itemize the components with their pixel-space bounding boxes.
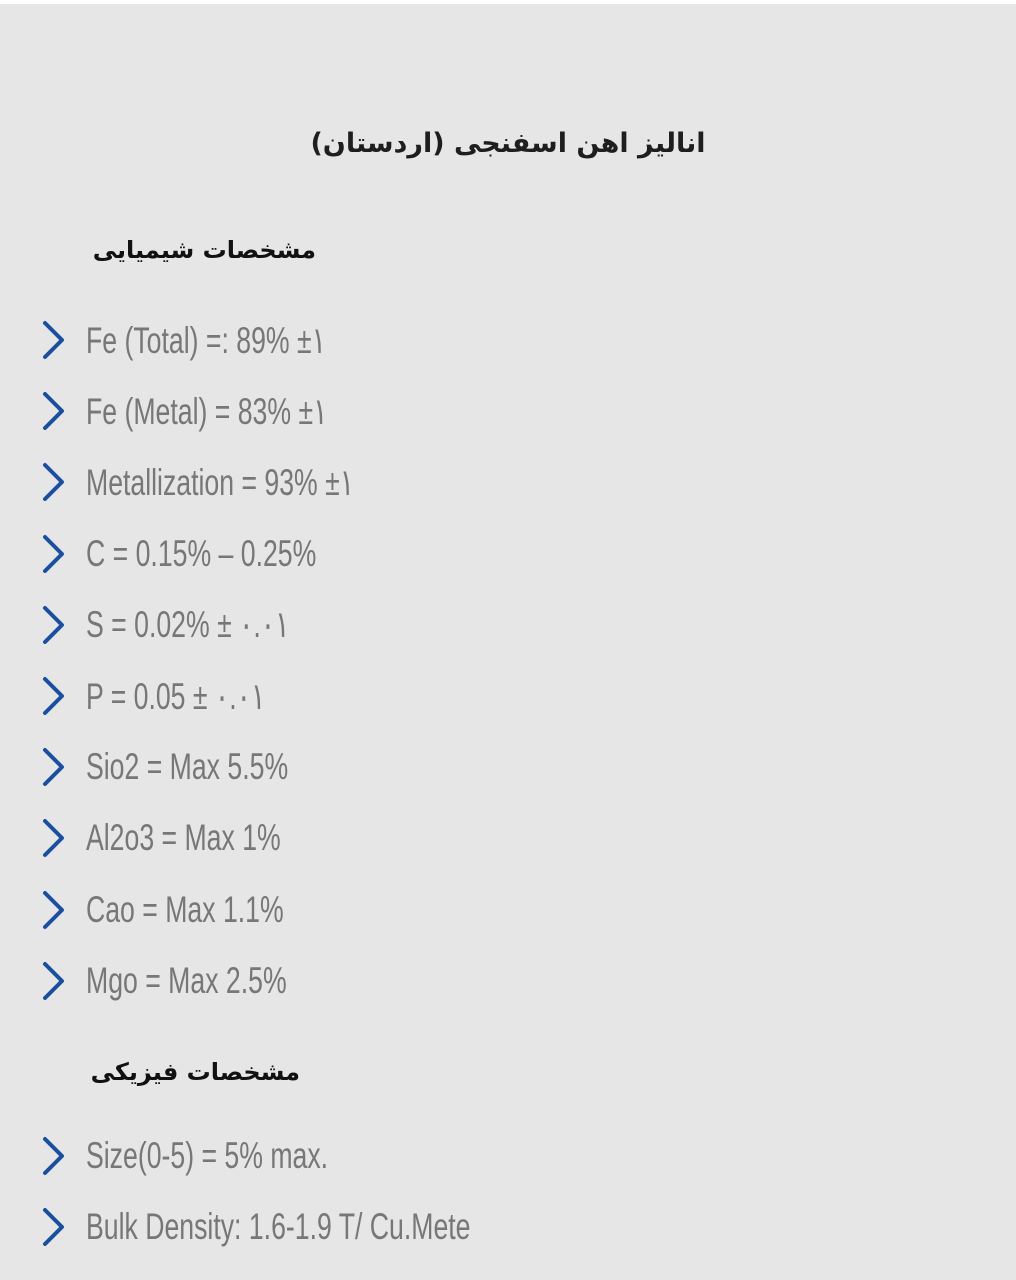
- page-title: انالیز اهن اسفنجی (اردستان): [310, 128, 706, 159]
- list-item: Mgo = Max 2.5%: [40, 956, 365, 1006]
- chevron-right-icon: [43, 819, 64, 858]
- list-item-text: Metallization = 93% ±١: [86, 461, 355, 503]
- chevron-right-icon: [43, 748, 64, 787]
- chevron-right-icon: [43, 1137, 64, 1175]
- list-item-text: C = 0.15% – 0.25%: [86, 532, 317, 574]
- list-item: S = 0.02% ± ٠.٠١: [40, 600, 369, 650]
- chevron-right-icon: [43, 392, 64, 431]
- list-item: P = 0.05 ± ٠.٠١: [40, 671, 335, 721]
- list-item: Bulk Density: 1.6-1.9 T/ Cu.Mete: [40, 1202, 620, 1252]
- list-item: Fe (Total) =: 89% ±١: [40, 315, 419, 365]
- chevron-right-icon: [43, 890, 64, 929]
- list-item-text: Cao = Max 1.1%: [86, 888, 284, 930]
- chevron-right-icon: [43, 1208, 64, 1247]
- list-item: Al2o3 = Max 1%: [40, 813, 356, 863]
- chemical-heading: مشخصات شیمیایی: [92, 236, 316, 264]
- top-border: [0, 0, 1016, 4]
- chevron-right-icon: [43, 534, 64, 573]
- list-item-text: Mgo = Max 2.5%: [86, 959, 287, 1001]
- list-item-text: P = 0.05 ± ٠.٠١: [86, 675, 266, 717]
- list-item-text: Al2o3 = Max 1%: [86, 817, 281, 859]
- chevron-right-icon: [43, 605, 64, 644]
- list-item-text: Fe (Total) =: 89% ±١: [86, 319, 326, 361]
- list-item-text: S = 0.02% ± ٠.٠١: [86, 604, 290, 646]
- list-item: C = 0.15% – 0.25%: [40, 529, 406, 579]
- list-item: Sio2 = Max 5.5%: [40, 742, 367, 792]
- list-item-text: Fe (Metal) = 83% ±١: [86, 390, 328, 432]
- physical-heading: مشخصات فیزیکی: [90, 1058, 300, 1086]
- chevron-right-icon: [43, 961, 64, 1000]
- chevron-right-icon: [43, 677, 64, 715]
- list-item-text: Bulk Density: 1.6-1.9 T/ Cu.Mete: [86, 1206, 471, 1248]
- chevron-right-icon: [43, 321, 64, 359]
- chevron-right-icon: [43, 463, 64, 502]
- list-item-text: Sio2 = Max 5.5%: [86, 746, 289, 788]
- list-item: Metallization = 93% ±١: [40, 457, 458, 507]
- list-item: Cao = Max 1.1%: [40, 885, 361, 935]
- list-item: Size(0-5) = 5% max.: [40, 1131, 422, 1181]
- list-item-text: Size(0-5) = 5% max.: [86, 1135, 329, 1176]
- list-item: Fe (Metal) = 83% ±١: [40, 386, 421, 436]
